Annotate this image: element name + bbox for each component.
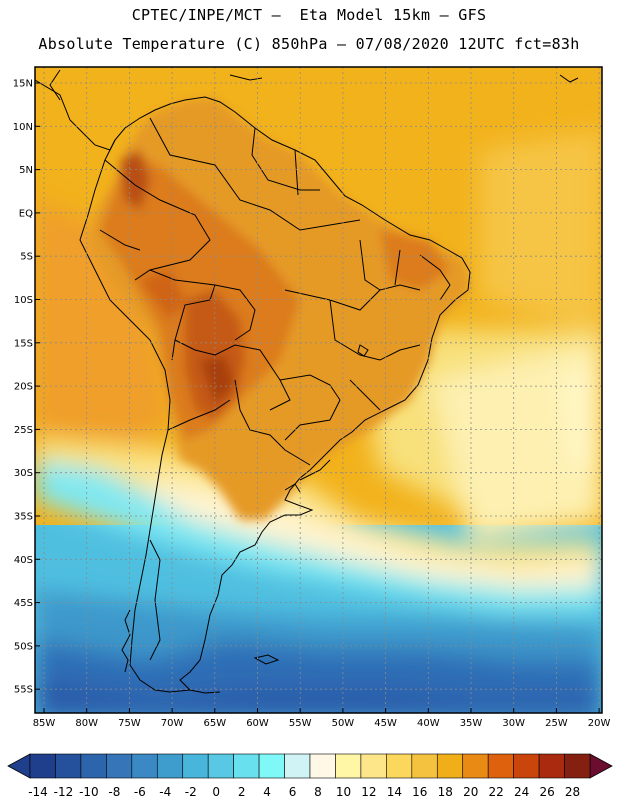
lon-label: 25W	[545, 718, 568, 729]
colorbar-segment	[132, 754, 157, 778]
lat-label: 10N	[13, 122, 33, 133]
lat-label: 20S	[14, 382, 33, 393]
colorbar-labels: -14 -12 -10 -8 -6 -4 -2 0 2 4 6 8 10 12 14 16 18 20 22 24 26…	[28, 785, 580, 799]
colorbar-segment	[514, 754, 539, 778]
lat-label: 25S	[14, 425, 33, 436]
lon-label: 35W	[460, 718, 483, 729]
colorbar-segment	[106, 754, 131, 778]
colorbar-segment	[285, 754, 310, 778]
colorbar-label: 20	[463, 785, 478, 799]
lat-label: 45S	[14, 598, 33, 609]
colorbar-segment	[335, 754, 360, 778]
colorbar-segment	[539, 754, 564, 778]
colorbar-segment	[412, 754, 437, 778]
colorbar-label: 28	[565, 785, 580, 799]
colorbar-label: 24	[514, 785, 529, 799]
colorbar-label: 26	[539, 785, 554, 799]
colorbar-segment	[386, 754, 411, 778]
colorbar-segment	[157, 754, 182, 778]
colorbar-label: -8	[108, 785, 120, 799]
colorbar-label: 0	[212, 785, 220, 799]
field-yellow-northeast	[480, 130, 602, 330]
colorbar-label: -2	[185, 785, 197, 799]
lon-label: 75W	[118, 718, 141, 729]
colorbar-label: 22	[489, 785, 504, 799]
colorbar-segment	[234, 754, 259, 778]
lon-label: 60W	[246, 718, 269, 729]
lon-label: 50W	[332, 718, 355, 729]
colorbar-segment	[488, 754, 513, 778]
colorbar-segment	[55, 754, 80, 778]
lat-label: 5N	[19, 165, 33, 176]
map-figure: 15N 10N 5N EQ 5S 10S 15S 20S 25S 30S 35S 40S 45S 50S 5…	[0, 0, 618, 800]
colorbar-label: 18	[438, 785, 453, 799]
lat-label: 35S	[14, 512, 33, 523]
colorbar-label: -6	[134, 785, 146, 799]
colorbar-label: -10	[79, 785, 99, 799]
lon-label: 70W	[161, 718, 184, 729]
colorbar-segment	[81, 754, 106, 778]
lon-label: 30W	[502, 718, 525, 729]
colorbar-label: 14	[387, 785, 402, 799]
lat-label: 10S	[14, 295, 33, 306]
colorbar-segment	[437, 754, 462, 778]
lon-label: 85W	[33, 718, 56, 729]
colorbar-segment	[361, 754, 386, 778]
colorbar-segment	[183, 754, 208, 778]
colorbar	[8, 754, 612, 778]
colorbar-label: 10	[336, 785, 351, 799]
colorbar-label: -14	[28, 785, 48, 799]
colorbar-right-arrow	[590, 754, 612, 778]
lat-label: 55S	[14, 685, 33, 696]
lat-label: EQ	[19, 208, 33, 219]
lon-label: 65W	[203, 718, 226, 729]
lat-label: 15N	[13, 79, 33, 90]
colorbar-label: 16	[412, 785, 427, 799]
colorbar-label: 12	[361, 785, 376, 799]
colorbar-segment	[259, 754, 284, 778]
lat-label: 15S	[14, 338, 33, 349]
lat-label: 40S	[14, 555, 33, 566]
colorbar-label: 8	[314, 785, 322, 799]
lat-label: 5S	[20, 252, 33, 263]
colorbar-segment	[208, 754, 233, 778]
colorbar-label: 2	[238, 785, 246, 799]
colorbar-label: 4	[263, 785, 271, 799]
lat-label: 50S	[14, 641, 33, 652]
colorbar-label: 6	[289, 785, 297, 799]
colorbar-segment	[463, 754, 488, 778]
lon-label: 20W	[588, 718, 611, 729]
colorbar-label: -4	[159, 785, 171, 799]
lat-label: 30S	[14, 468, 33, 479]
colorbar-segment	[565, 754, 590, 778]
lon-label: 80W	[75, 718, 98, 729]
lon-label: 40W	[417, 718, 440, 729]
colorbar-label: -12	[54, 785, 74, 799]
lon-label: 55W	[289, 718, 312, 729]
lon-label: 45W	[374, 718, 397, 729]
colorbar-segment	[30, 754, 55, 778]
colorbar-segment	[310, 754, 335, 778]
colorbar-left-arrow	[8, 754, 30, 778]
